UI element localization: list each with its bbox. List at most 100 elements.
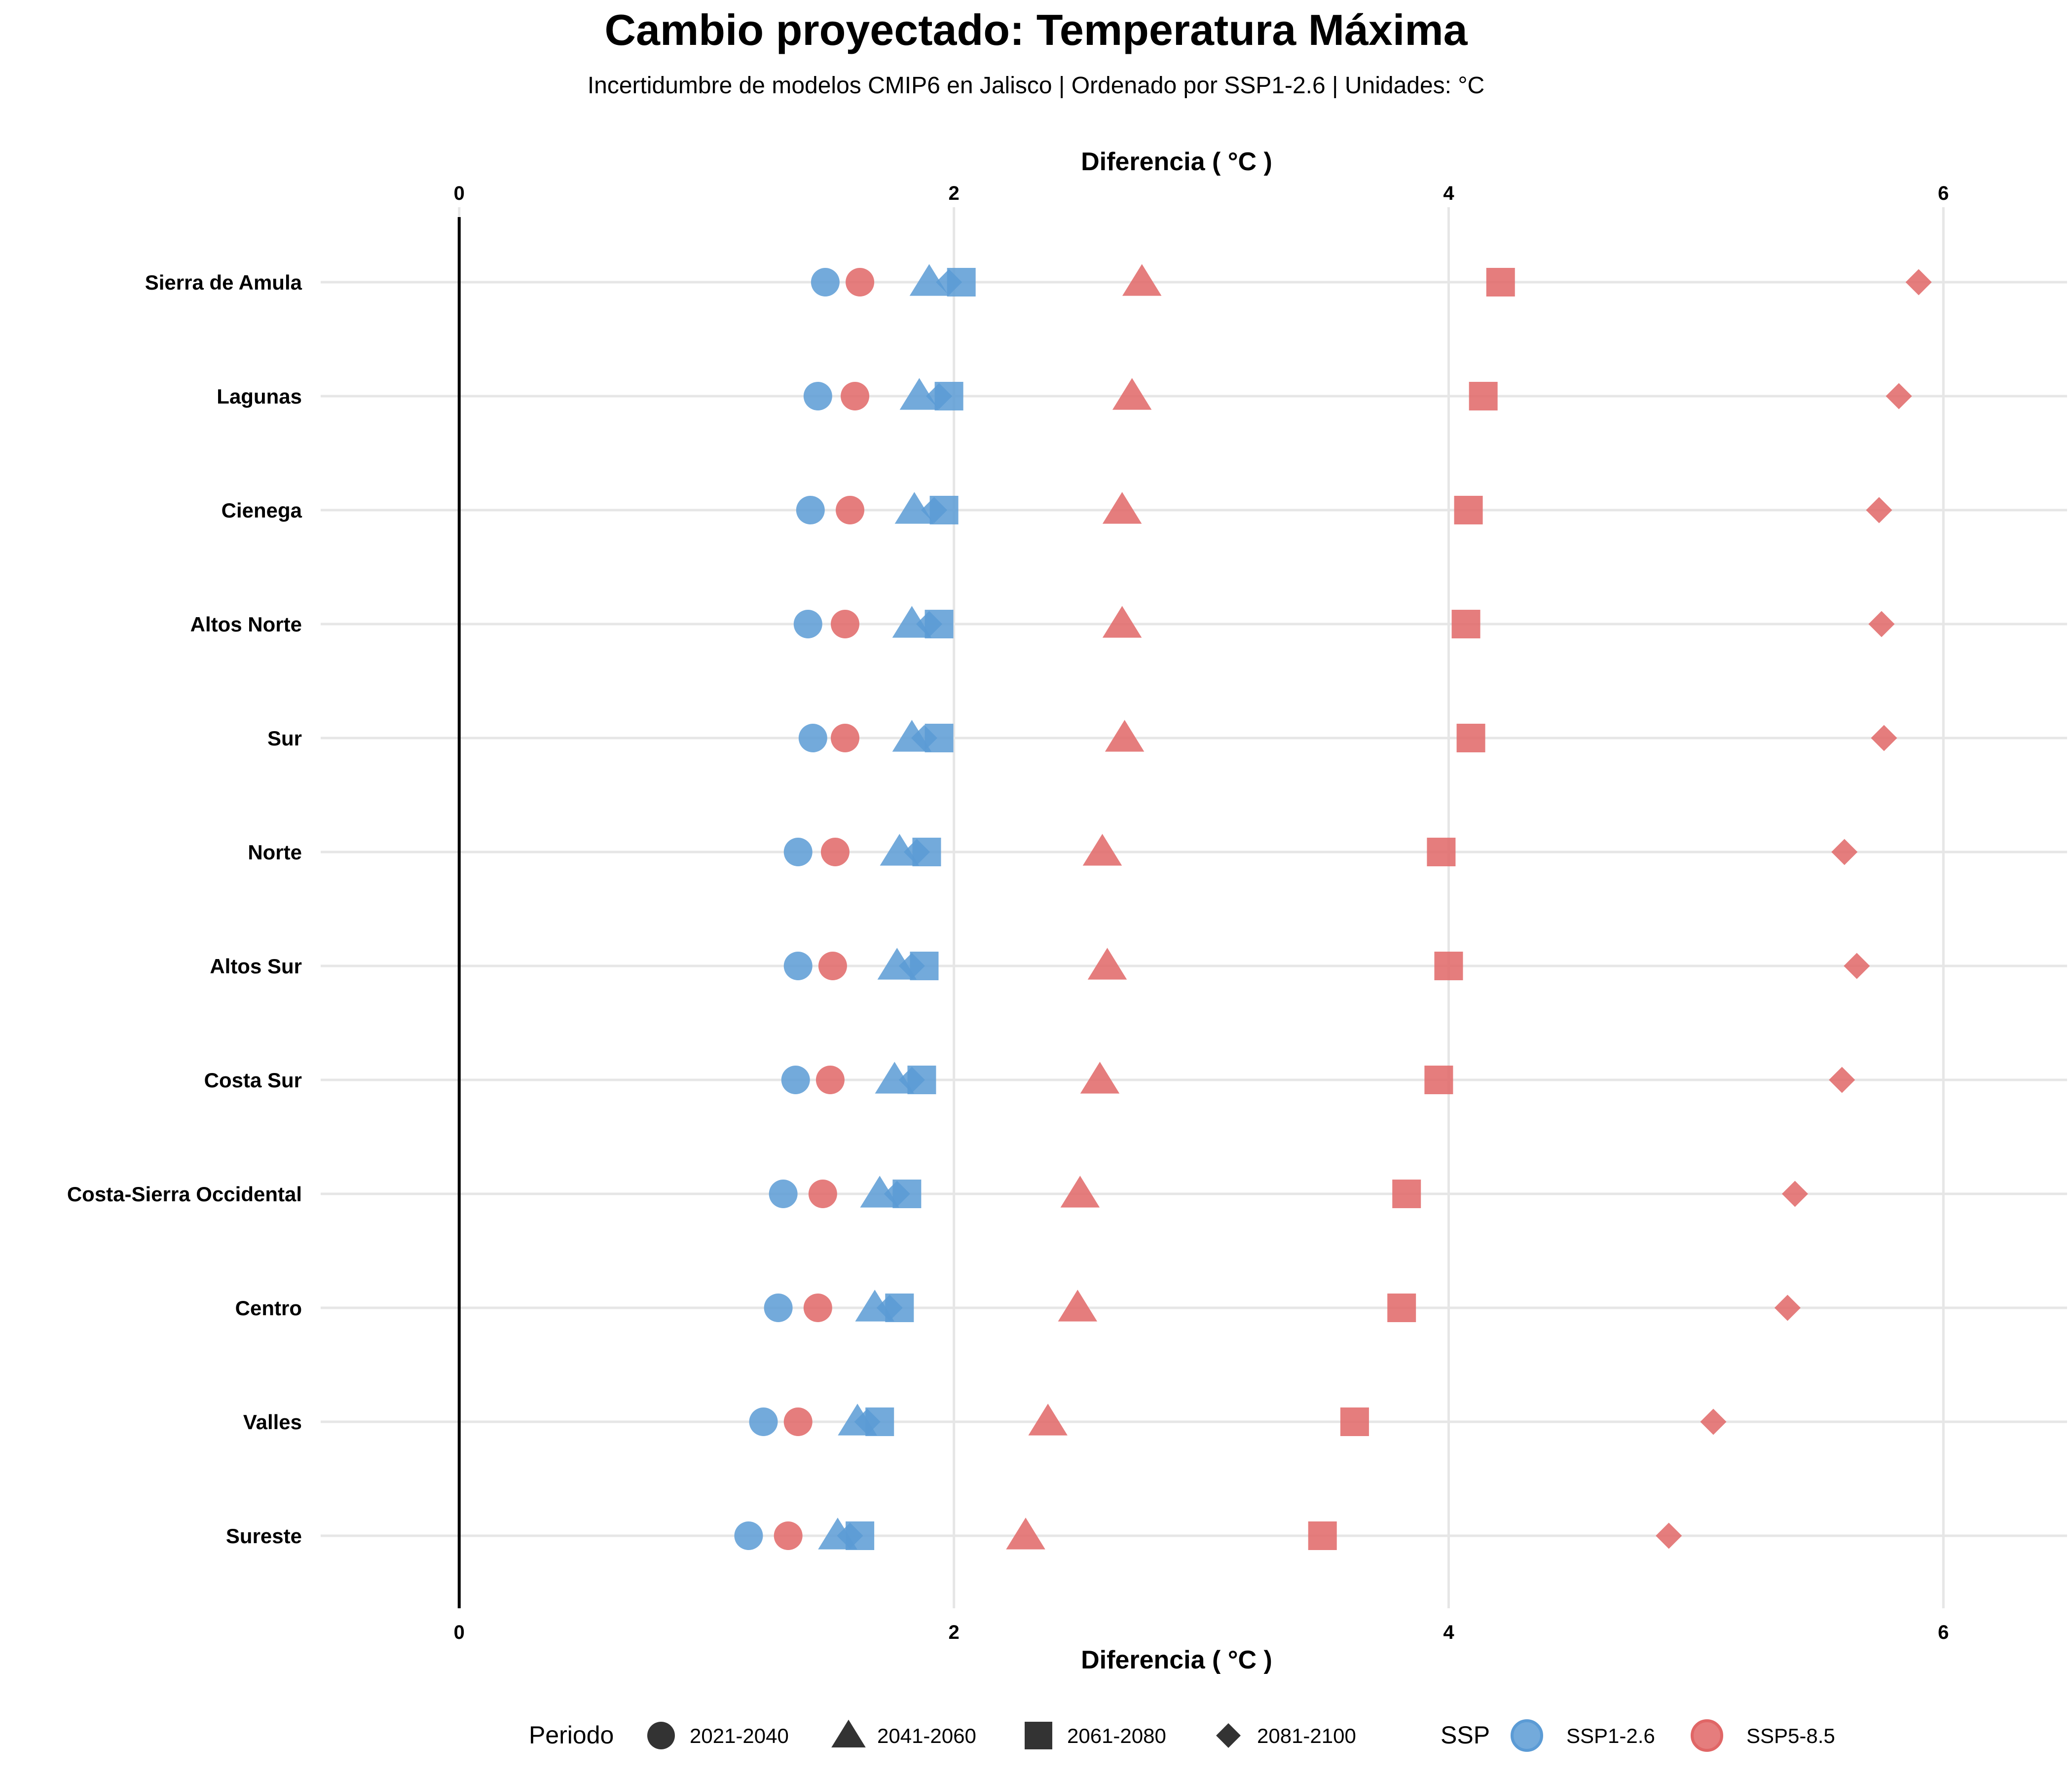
data-point bbox=[798, 724, 827, 752]
axes-layer: Sierra de Amula Lagunas Cienega Altos Norte… bbox=[67, 148, 1949, 1674]
data-point bbox=[783, 838, 813, 866]
x-tick-label-bottom: 0 bbox=[454, 1622, 465, 1643]
data-point bbox=[1105, 720, 1145, 752]
data-point bbox=[898, 1067, 925, 1093]
data-point bbox=[803, 382, 832, 410]
data-point bbox=[1434, 952, 1463, 980]
data-point bbox=[926, 383, 953, 409]
data-point bbox=[796, 496, 825, 524]
data-point bbox=[1905, 269, 1932, 296]
y-tick-label: Centro bbox=[235, 1296, 302, 1320]
y-tick-label: Costa Sur bbox=[204, 1069, 302, 1092]
legend-key-square bbox=[1025, 1722, 1052, 1749]
data-point bbox=[774, 1521, 803, 1550]
legend-period-title: Periodo bbox=[529, 1721, 614, 1749]
x-axis-title-bottom: Diferencia ( °C ) bbox=[1081, 1646, 1272, 1674]
series-SSP5-8.5-2041-2060 bbox=[1006, 264, 1162, 1550]
y-tick-label: Sureste bbox=[226, 1524, 302, 1548]
series-SSP1-2.6-2061-2080 bbox=[846, 268, 976, 1550]
series-SSP5-8.5-2081-2100 bbox=[1656, 269, 1932, 1549]
legend-key-diamond bbox=[1216, 1723, 1241, 1748]
data-point bbox=[875, 1062, 915, 1094]
y-tick-label: Altos Sur bbox=[210, 955, 302, 978]
data-point bbox=[793, 610, 822, 638]
data-point bbox=[781, 1066, 810, 1094]
x-axis-title-top: Diferencia ( °C ) bbox=[1081, 148, 1272, 176]
x-tick-label-top: 2 bbox=[949, 183, 960, 204]
series-SSP5-8.5-2021-2040 bbox=[774, 268, 875, 1550]
data-point bbox=[769, 1180, 798, 1208]
y-tick-label: Sur bbox=[267, 727, 302, 750]
data-point bbox=[841, 382, 870, 410]
data-point bbox=[1844, 953, 1870, 979]
data-point bbox=[884, 1181, 910, 1207]
x-tick-label-top: 6 bbox=[1938, 183, 1949, 204]
data-point bbox=[1454, 496, 1483, 524]
y-tick-label: Valles bbox=[243, 1410, 302, 1434]
legend-period-label: 2061-2080 bbox=[1067, 1724, 1166, 1747]
legend-key-ssp bbox=[1511, 1719, 1543, 1752]
legend-period-label: 2041-2060 bbox=[877, 1724, 976, 1747]
data-layer bbox=[734, 264, 1932, 1550]
grid-layer bbox=[321, 207, 2067, 1608]
data-point bbox=[860, 1176, 899, 1208]
x-tick-label-bottom: 4 bbox=[1443, 1622, 1454, 1643]
series-SSP1-2.6-2021-2040 bbox=[734, 268, 840, 1550]
y-tick-label: Cienega bbox=[222, 499, 302, 522]
data-point bbox=[803, 1294, 832, 1322]
legend-period-label: 2021-2040 bbox=[690, 1724, 789, 1747]
data-point bbox=[808, 1180, 837, 1208]
data-point bbox=[1451, 610, 1480, 638]
data-point bbox=[894, 492, 934, 524]
data-point bbox=[892, 606, 932, 638]
data-point bbox=[1392, 1180, 1421, 1208]
data-point bbox=[880, 834, 920, 866]
legend-key-ssp bbox=[1691, 1719, 1723, 1752]
data-point bbox=[1028, 1404, 1068, 1436]
data-point bbox=[831, 724, 860, 752]
data-point bbox=[1060, 1176, 1100, 1208]
series-SSP1-2.6-2081-2100 bbox=[837, 269, 962, 1549]
data-point bbox=[1080, 1062, 1120, 1094]
data-point bbox=[1006, 1517, 1045, 1550]
data-point bbox=[1469, 382, 1498, 410]
data-point bbox=[903, 839, 930, 865]
data-point bbox=[837, 1522, 863, 1549]
data-point bbox=[1486, 268, 1515, 296]
data-point bbox=[1308, 1521, 1337, 1550]
data-point bbox=[783, 1407, 813, 1436]
series-SSP1-2.6-2041-2060 bbox=[818, 264, 949, 1550]
data-point bbox=[1424, 1066, 1453, 1094]
data-point bbox=[846, 268, 875, 296]
data-point bbox=[921, 497, 948, 523]
y-tick-label: Costa-Sierra Occidental bbox=[67, 1183, 302, 1206]
data-point bbox=[1866, 497, 1892, 523]
data-point bbox=[909, 264, 949, 296]
series-SSP5-8.5-2061-2080 bbox=[1308, 268, 1515, 1550]
y-tick-label: Lagunas bbox=[217, 385, 302, 408]
y-tick-label: Norte bbox=[248, 841, 302, 864]
data-point bbox=[734, 1521, 763, 1550]
legend-key-circle bbox=[647, 1722, 675, 1749]
data-point bbox=[911, 725, 937, 751]
data-point bbox=[1871, 725, 1897, 751]
legend-period-label: 2081-2100 bbox=[1257, 1724, 1356, 1747]
y-tick-label: Sierra de Amula bbox=[145, 271, 302, 294]
data-point bbox=[1082, 834, 1122, 866]
data-point bbox=[815, 1066, 845, 1094]
data-point bbox=[1829, 1067, 1855, 1093]
data-point bbox=[1387, 1294, 1416, 1322]
data-point bbox=[854, 1408, 881, 1435]
data-point bbox=[1058, 1290, 1098, 1322]
data-point bbox=[1427, 838, 1456, 866]
data-point bbox=[1868, 611, 1895, 637]
data-point bbox=[764, 1294, 793, 1322]
data-point bbox=[783, 952, 813, 980]
legend-ssp-label: SSP1-2.6 bbox=[1566, 1724, 1655, 1747]
data-point bbox=[1886, 383, 1912, 409]
x-tick-label-bottom: 6 bbox=[1938, 1622, 1949, 1643]
data-point bbox=[818, 952, 847, 980]
data-point bbox=[749, 1407, 778, 1436]
data-point bbox=[1700, 1408, 1727, 1435]
legend: Periodo 2021-2040 2041-2060 2061-2080 2081-2… bbox=[529, 1719, 1835, 1752]
